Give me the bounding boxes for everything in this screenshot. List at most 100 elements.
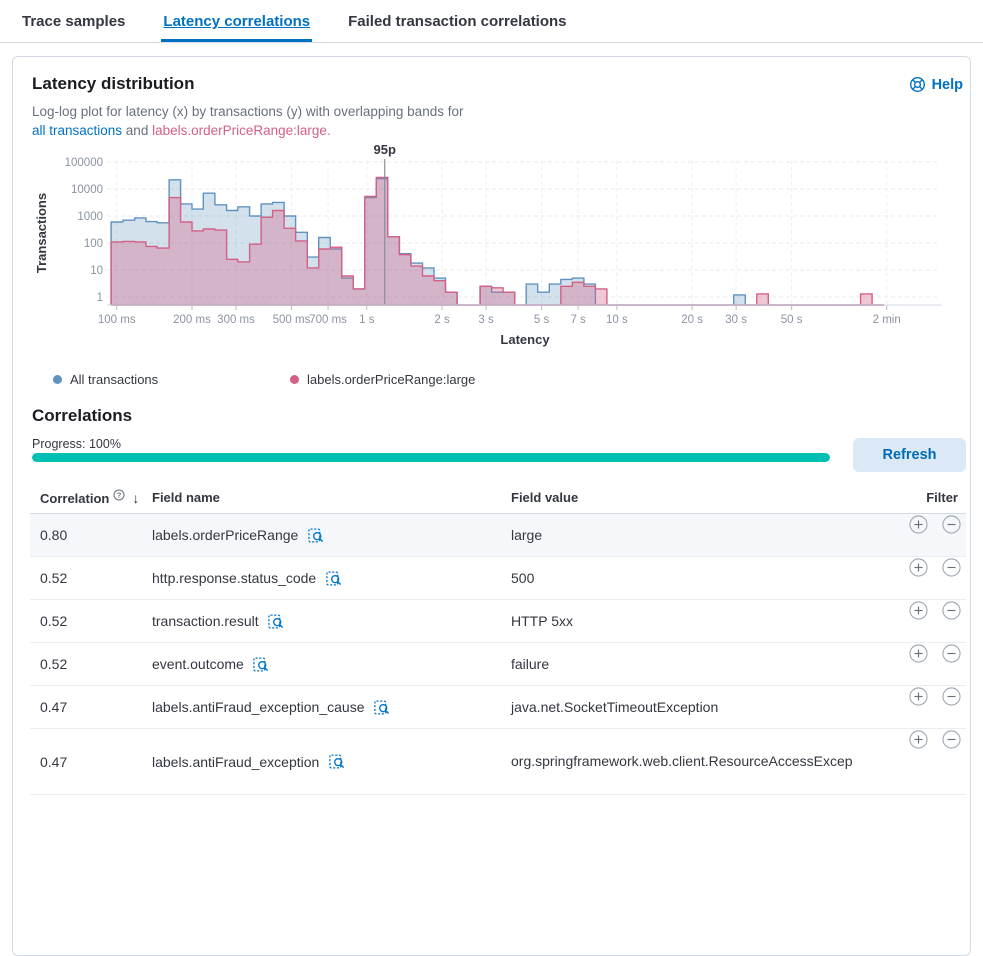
minus-in-circle-icon[interactable]: [941, 729, 961, 749]
minus-in-circle-icon[interactable]: [941, 686, 961, 706]
svg-text:2 min: 2 min: [873, 314, 901, 326]
tabs-bar: Trace samples Latency correlations Faile…: [0, 0, 983, 43]
legend-item-subset[interactable]: labels.orderPriceRange:large: [290, 372, 475, 387]
plus-in-circle-icon[interactable]: [908, 686, 928, 706]
svg-text:Latency: Latency: [500, 332, 550, 347]
svg-text:10 s: 10 s: [606, 314, 628, 326]
refresh-button[interactable]: Refresh: [853, 438, 966, 472]
svg-text:100 ms: 100 ms: [98, 314, 136, 326]
field-name-cell: labels.orderPriceRange: [152, 514, 325, 556]
minus-in-circle-icon[interactable]: [941, 514, 961, 534]
legend-label: labels.orderPriceRange:large: [307, 372, 476, 387]
field-name: event.outcome: [152, 656, 244, 672]
column-field-value: Field value: [511, 490, 579, 505]
field-value: 500: [511, 569, 535, 586]
progress-bar-fill: [32, 453, 830, 462]
svg-text:500 ms: 500 ms: [273, 314, 311, 326]
chart-description: Log-log plot for latency (x) by transact…: [32, 102, 552, 140]
latency-distribution-chart[interactable]: 1 10 100 1000 10000 100000 100 ms 200 ms 300 ms 5…: [0, 142, 983, 354]
progress-label: Progress: 100%: [32, 437, 121, 451]
svg-text:1: 1: [97, 292, 103, 304]
legend-dot-blue: [53, 375, 62, 384]
table-row[interactable]: 0.47 labels.antiFraud_exception_cause ja…: [30, 686, 966, 729]
minus-in-circle-icon[interactable]: [941, 643, 961, 663]
description-connector: and: [122, 123, 153, 138]
column-filter: Filter: [926, 490, 958, 505]
svg-text:100: 100: [84, 238, 103, 250]
subset-link[interactable]: labels.orderPriceRange:large: [152, 123, 327, 138]
svg-text:3 s: 3 s: [478, 314, 494, 326]
inspect-magnifier-icon[interactable]: [371, 697, 391, 717]
table-row[interactable]: 0.52 http.response.status_code 500: [30, 557, 966, 600]
svg-text:300 ms: 300 ms: [217, 314, 255, 326]
inspect-magnifier-icon[interactable]: [251, 654, 271, 674]
minus-in-circle-icon[interactable]: [941, 557, 961, 577]
correlation-value: 0.52: [40, 570, 68, 586]
svg-text:20 s: 20 s: [681, 314, 703, 326]
legend-dot-pink: [290, 375, 299, 384]
svg-text:5 s: 5 s: [534, 314, 550, 326]
field-value: java.net.SocketTimeoutException: [511, 698, 719, 715]
correlations-title: Correlations: [32, 406, 133, 425]
chart-legend: All transactions labels.orderPriceRange:…: [0, 372, 983, 392]
table-row[interactable]: 0.47 labels.antiFraud_exception org.spri…: [30, 729, 966, 795]
table-row[interactable]: 0.52 transaction.result HTTP 5xx: [30, 600, 966, 643]
table-row[interactable]: 0.80 labels.orderPriceRange large: [30, 514, 966, 557]
field-name-cell: http.response.status_code: [152, 557, 343, 599]
inspect-magnifier-icon[interactable]: [266, 611, 286, 631]
plus-in-circle-icon[interactable]: [908, 557, 928, 577]
table-header: Correlation ? ↓ Field name Field value F…: [30, 486, 966, 514]
field-value: failure: [511, 655, 550, 672]
svg-text:2 s: 2 s: [434, 314, 450, 326]
correlation-value: 0.80: [40, 527, 68, 543]
correlation-value: 0.47: [40, 753, 68, 770]
field-name-cell: labels.antiFraud_exception_cause: [152, 686, 391, 728]
svg-text:1 s: 1 s: [359, 314, 375, 326]
field-name: labels.antiFraud_exception_cause: [152, 699, 365, 715]
correlation-value: 0.52: [40, 613, 68, 629]
svg-text:10000: 10000: [71, 184, 103, 196]
legend-label: All transactions: [70, 372, 159, 387]
svg-text:?: ?: [117, 491, 122, 500]
correlations-table: Correlation ? ↓ Field name Field value F…: [30, 486, 966, 795]
tab-trace-samples[interactable]: Trace samples: [22, 13, 126, 30]
minus-in-circle-icon[interactable]: [941, 600, 961, 620]
question-in-circle-icon[interactable]: ?: [112, 489, 125, 502]
correlation-value: 0.47: [40, 699, 68, 715]
field-name: transaction.result: [152, 613, 259, 629]
legend-item-all-transactions[interactable]: All transactions: [53, 372, 158, 387]
field-name: labels.orderPriceRange: [152, 527, 299, 543]
svg-text:30 s: 30 s: [725, 314, 747, 326]
svg-text:7 s: 7 s: [570, 314, 586, 326]
svg-text:1000: 1000: [77, 211, 103, 223]
svg-text:100000: 100000: [65, 157, 103, 169]
field-value: org.springframework.web.client.ResourceA…: [511, 753, 853, 769]
tab-latency-correlations[interactable]: Latency correlations: [161, 0, 313, 42]
help-label: Help: [931, 76, 963, 93]
all-transactions-link[interactable]: all transactions: [32, 123, 123, 138]
field-name-cell: event.outcome: [152, 643, 271, 685]
plus-in-circle-icon[interactable]: [908, 643, 928, 663]
plus-in-circle-icon[interactable]: [908, 600, 928, 620]
inspect-magnifier-icon[interactable]: [323, 568, 343, 588]
life-ring-icon: [909, 76, 926, 93]
field-name-cell: labels.antiFraud_exception: [152, 729, 346, 794]
field-name-cell: transaction.result: [152, 600, 286, 642]
description-line1: Log-log plot for latency (x) by transact…: [32, 104, 464, 119]
svg-text:200 ms: 200 ms: [173, 314, 211, 326]
svg-text:700 ms: 700 ms: [309, 314, 347, 326]
help-link[interactable]: Help: [909, 76, 963, 93]
panel-title: Latency distribution: [32, 74, 195, 93]
svg-text:10: 10: [90, 265, 103, 277]
table-row[interactable]: 0.52 event.outcome failure: [30, 643, 966, 686]
inspect-magnifier-icon[interactable]: [326, 752, 346, 772]
correlation-value: 0.52: [40, 656, 68, 672]
inspect-magnifier-icon[interactable]: [305, 525, 325, 545]
svg-text:95p: 95p: [374, 142, 396, 157]
tab-failed-transaction-correlations[interactable]: Failed transaction correlations: [348, 13, 567, 30]
column-correlation[interactable]: Correlation ? ↓: [40, 489, 140, 506]
plus-in-circle-icon[interactable]: [908, 514, 928, 534]
field-value: HTTP 5xx: [511, 612, 573, 629]
sort-descending-icon[interactable]: ↓: [132, 490, 140, 506]
plus-in-circle-icon[interactable]: [908, 729, 928, 749]
